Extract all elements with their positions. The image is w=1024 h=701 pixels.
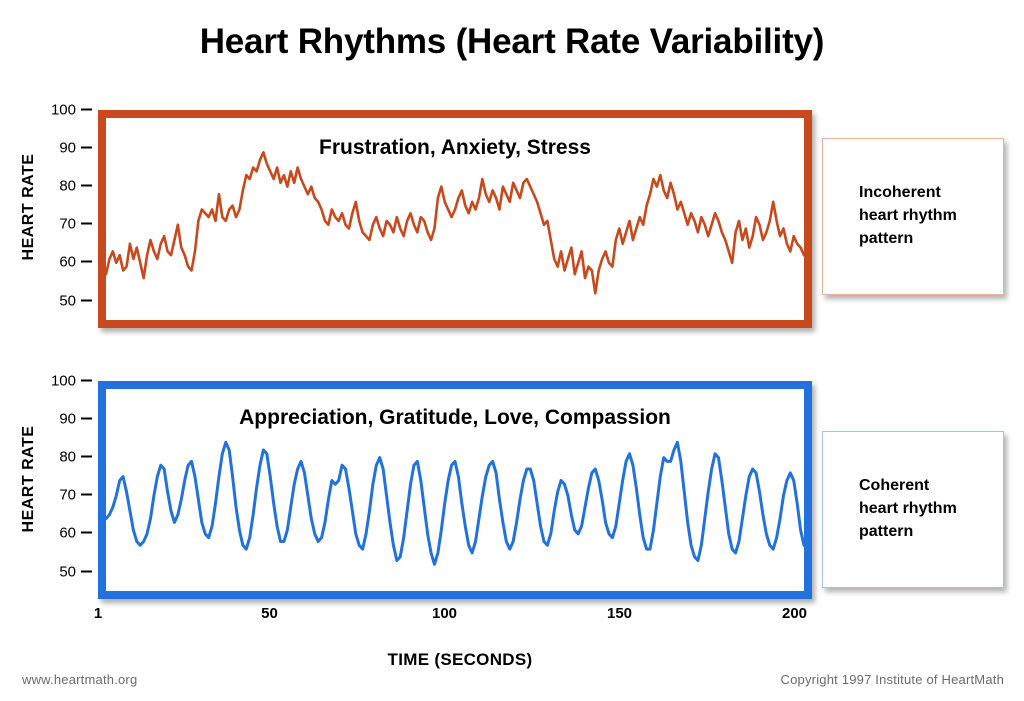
- page-title: Heart Rhythms (Heart Rate Variability): [199, 22, 825, 61]
- coherent-y-tick: 80: [59, 449, 92, 466]
- y-tick-label: 90: [59, 410, 76, 428]
- plot-area-incoherent: Frustration, Anxiety, Stress: [106, 118, 804, 320]
- note-box-coherent: Coherent heart rhythm pattern: [822, 431, 1004, 588]
- x-axis-title: TIME (SECONDS): [387, 650, 533, 669]
- y-tick-label: 60: [59, 524, 76, 542]
- y-tick-mark: [81, 493, 92, 496]
- incoherent-y-tick: 50: [59, 292, 92, 309]
- coherent-y-tick: 70: [59, 487, 92, 504]
- y-tick-mark: [81, 299, 92, 302]
- y-axis-incoherent: 100 90 80 70 60 50: [0, 102, 92, 312]
- y-tick-label: 50: [59, 563, 76, 581]
- incoherent-y-tick: 80: [59, 178, 92, 195]
- y-tick-label: 80: [59, 177, 76, 195]
- footer-copyright: Copyright 1997 Institute of HeartMath: [780, 672, 1004, 687]
- y-tick-mark: [81, 531, 92, 534]
- y-tick-mark: [81, 379, 92, 382]
- x-tick-label: 50: [261, 605, 278, 622]
- waveform-incoherent: [106, 118, 804, 320]
- incoherent-y-tick: 90: [59, 140, 92, 157]
- note-line: heart rhythm: [859, 500, 957, 518]
- chart-panel-coherent: Appreciation, Gratitude, Love, Compassio…: [98, 381, 812, 599]
- y-tick-mark: [81, 455, 92, 458]
- y-tick-label: 90: [59, 139, 76, 157]
- incoherent-y-tick: 100: [51, 102, 92, 119]
- note-box-incoherent: Incoherent heart rhythm pattern: [822, 138, 1004, 295]
- y-tick-label: 70: [59, 486, 76, 504]
- x-tick-label: 1: [93, 605, 103, 622]
- y-tick-label: 100: [50, 101, 76, 119]
- y-axis-title-incoherent: HEART RATE: [20, 153, 37, 261]
- coherent-y-tick: 90: [59, 411, 92, 428]
- y-tick-mark: [81, 222, 92, 225]
- chart-panel-incoherent: Frustration, Anxiety, Stress: [98, 110, 812, 328]
- coherent-y-tick: 50: [59, 563, 92, 580]
- x-tick-label: 200: [781, 605, 808, 622]
- note-line: Incoherent: [859, 184, 941, 202]
- coherent-y-tick: 60: [59, 525, 92, 542]
- note-line: Coherent: [859, 477, 930, 495]
- note-line: pattern: [859, 229, 914, 247]
- x-axis: 1 50 100 150 200: [94, 605, 812, 631]
- note-line: pattern: [859, 522, 914, 540]
- footer-website: www.heartmath.org: [22, 672, 138, 687]
- x-tick-label: 150: [606, 605, 633, 622]
- waveform-coherent: [106, 389, 804, 591]
- note-line: heart rhythm: [859, 207, 957, 225]
- incoherent-y-tick: 70: [59, 216, 92, 233]
- y-tick-mark: [81, 570, 92, 573]
- y-tick-mark: [81, 146, 92, 149]
- plot-area-coherent: Appreciation, Gratitude, Love, Compassio…: [106, 389, 804, 591]
- y-tick-label: 100: [50, 372, 76, 390]
- y-axis-title-coherent: HEART RATE: [20, 425, 37, 533]
- y-tick-label: 80: [59, 448, 76, 466]
- x-tick-label: 100: [431, 605, 458, 622]
- coherent-y-tick: 100: [51, 373, 92, 390]
- y-tick-mark: [81, 184, 92, 187]
- incoherent-y-tick: 60: [59, 254, 92, 271]
- y-tick-label: 70: [59, 215, 76, 233]
- y-tick-mark: [81, 417, 92, 420]
- y-tick-label: 50: [59, 292, 76, 310]
- y-tick-mark: [81, 108, 92, 111]
- y-tick-mark: [81, 260, 92, 263]
- y-axis-coherent: 100 90 80 70 60 50: [0, 373, 92, 583]
- y-tick-label: 60: [59, 253, 76, 271]
